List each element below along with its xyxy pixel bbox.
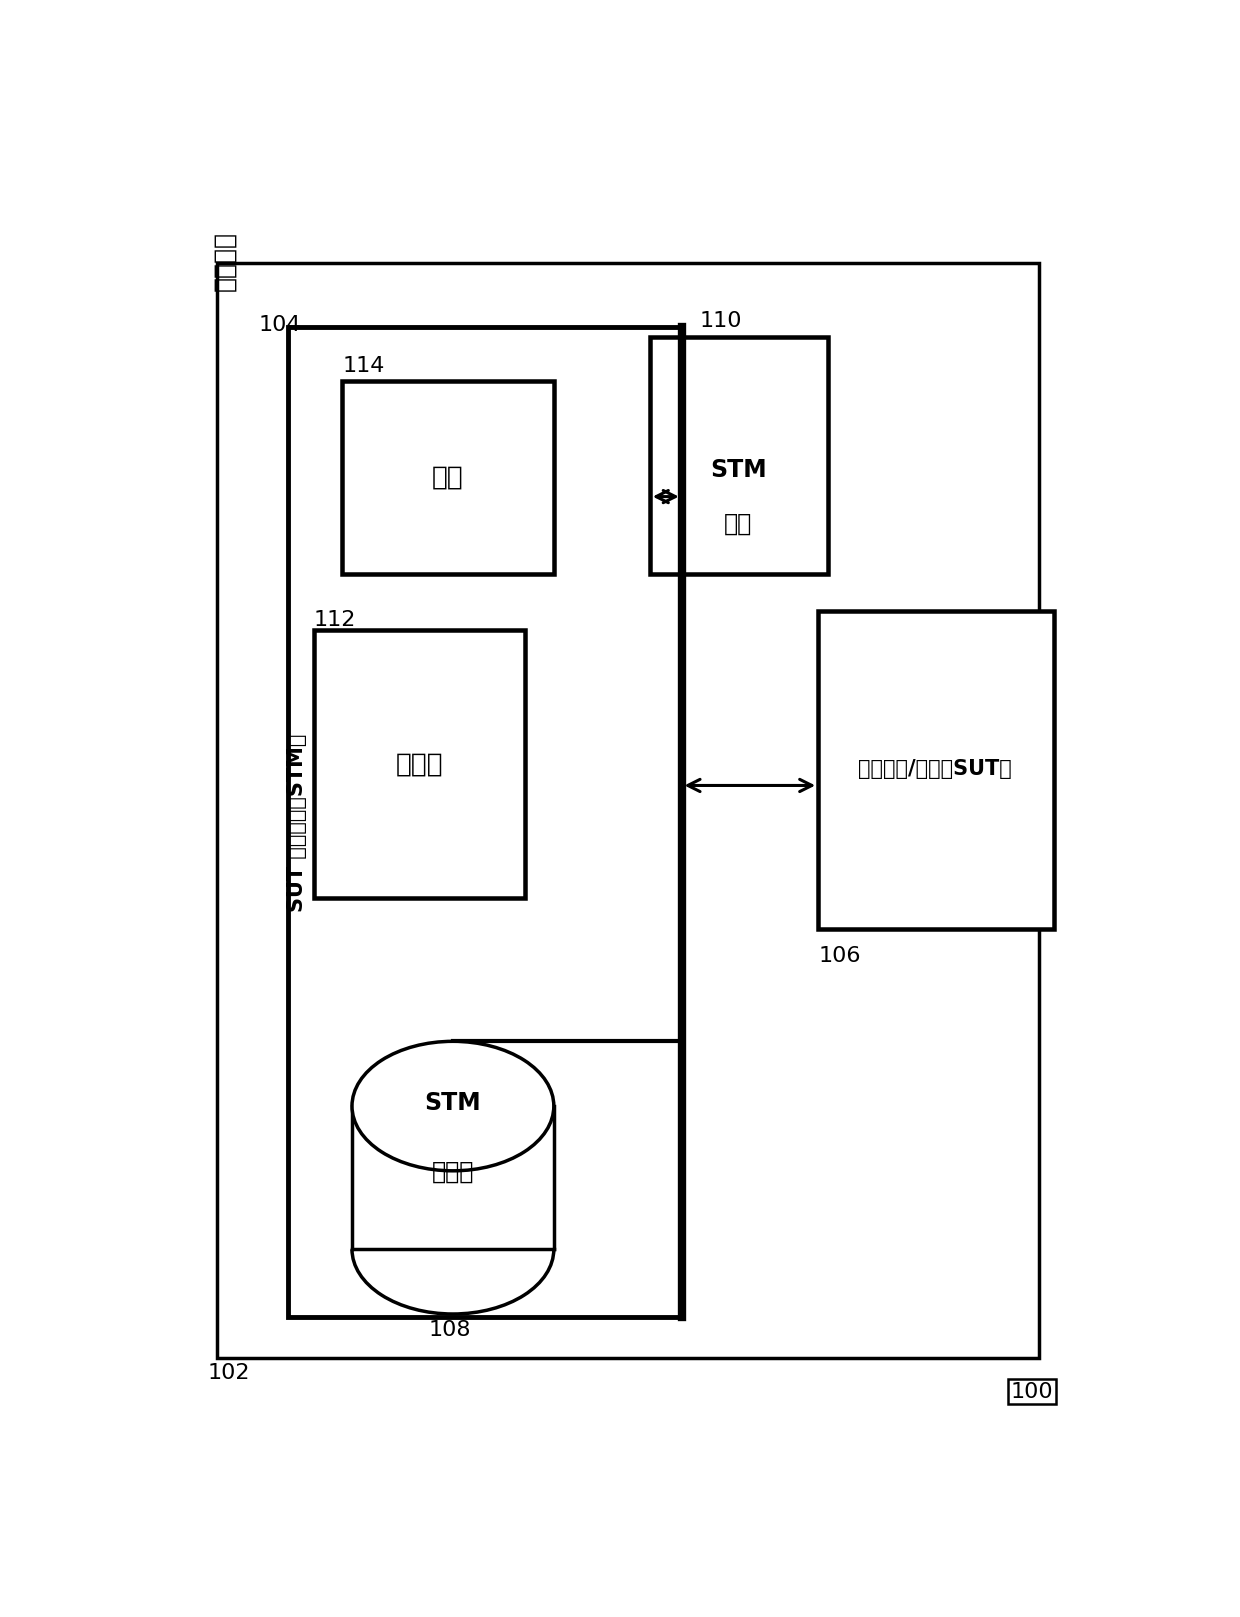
Text: 112: 112 — [314, 610, 356, 631]
Bar — [288, 327, 682, 1318]
Bar — [650, 338, 828, 574]
Text: 用户: 用户 — [724, 513, 753, 535]
Bar — [818, 611, 1054, 928]
Ellipse shape — [352, 1041, 554, 1171]
Text: SUT 测试模块（STM）: SUT 测试模块（STM） — [288, 734, 308, 912]
Text: 测试系统: 测试系统 — [212, 231, 236, 291]
Bar — [314, 629, 525, 897]
Text: 104: 104 — [259, 315, 301, 335]
Text: 102: 102 — [208, 1363, 250, 1383]
Text: 被测器件/系统（SUT）: 被测器件/系统（SUT） — [858, 760, 1012, 779]
Text: STM: STM — [711, 459, 766, 482]
Text: 106: 106 — [818, 946, 861, 965]
Text: 100: 100 — [1011, 1383, 1053, 1402]
Text: 110: 110 — [699, 310, 743, 331]
Text: STM: STM — [424, 1091, 481, 1116]
Text: 108: 108 — [429, 1319, 471, 1339]
Bar — [342, 382, 554, 574]
Text: 存储器: 存储器 — [432, 1159, 474, 1184]
Bar — [217, 262, 1039, 1358]
Text: 处理器: 处理器 — [396, 752, 443, 778]
Text: 内存: 内存 — [433, 466, 464, 492]
Bar — [352, 1106, 554, 1250]
Text: 114: 114 — [342, 356, 384, 375]
